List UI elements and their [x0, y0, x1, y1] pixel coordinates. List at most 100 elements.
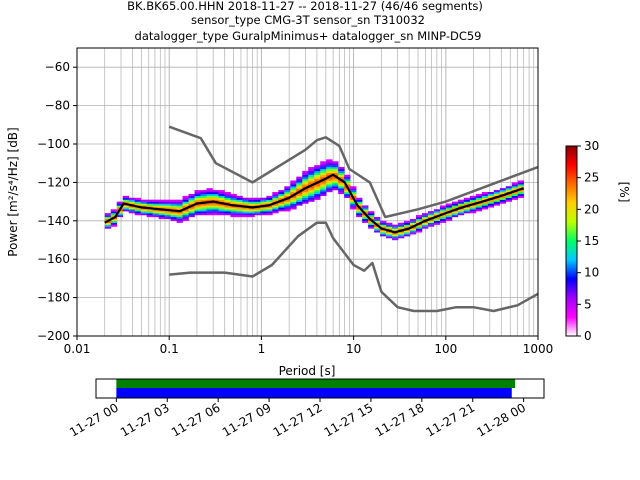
heatmap-cell	[505, 190, 513, 193]
heatmap-cell	[362, 205, 369, 208]
heatmap-cell	[278, 192, 285, 195]
heatmap-cell	[505, 195, 513, 198]
heatmap-cell	[344, 178, 351, 181]
heatmap-cell	[338, 188, 345, 191]
heatmap-cell	[224, 199, 231, 202]
heatmap-cell	[332, 161, 339, 164]
heatmap-cell	[338, 176, 345, 179]
heatmap-cell	[134, 201, 141, 204]
heatmap-cell	[320, 167, 327, 170]
heatmap-cell	[104, 226, 112, 229]
coverage-bar-green	[116, 379, 516, 388]
heatmap-cell	[122, 197, 129, 200]
heatmap-cell	[344, 176, 351, 179]
heatmap-cell	[242, 209, 249, 212]
heatmap-cell	[272, 192, 279, 195]
heatmap-cell	[392, 236, 399, 239]
heatmap-cell	[368, 213, 375, 216]
heatmap-cell	[134, 207, 141, 210]
heatmap-cell	[511, 192, 519, 195]
heatmap-cell	[427, 220, 435, 223]
heatmap-cell	[200, 209, 207, 212]
chart-title: BK.BK65.00.HHN 2018-11-27 -- 2018-11-27 …	[127, 0, 483, 43]
heatmap-cell	[206, 188, 213, 191]
heatmap-cell	[194, 199, 201, 202]
heatmap-cell	[278, 209, 285, 212]
heatmap-cell	[296, 178, 303, 181]
heatmap-cell	[194, 211, 201, 214]
heatmap-cell	[326, 161, 333, 164]
heatmap-cell	[392, 228, 399, 231]
heatmap-cell	[392, 232, 399, 235]
heatmap-cell	[254, 207, 261, 210]
heatmap-cell	[404, 230, 411, 233]
heatmap-cell	[278, 203, 285, 206]
heatmap-cell	[362, 218, 369, 221]
heatmap-cell	[493, 193, 501, 197]
heatmap-cell	[290, 188, 297, 191]
x-axis-ticks: 0.01 0.1 1 10 100 1000	[64, 336, 554, 356]
heatmap-cell	[164, 205, 171, 208]
heatmap-cell	[152, 203, 159, 206]
x-tick-label: 1000	[523, 342, 554, 356]
heatmap-cell	[104, 222, 112, 225]
heatmap-cell	[493, 199, 501, 202]
heatmap-cell	[254, 213, 261, 216]
heatmap-cell	[469, 205, 477, 208]
heatmap-cell	[206, 211, 213, 214]
heatmap-cell	[128, 197, 135, 200]
heatmap-cell	[296, 180, 303, 183]
heatmap-cell	[308, 188, 315, 191]
heatmap-cell	[212, 197, 219, 200]
heatmap-cell	[272, 207, 279, 210]
heatmap-cell	[236, 197, 243, 200]
heatmap-cell	[242, 213, 249, 216]
heatmap-cell	[104, 213, 112, 216]
heatmap-cell	[386, 222, 393, 225]
heatmap-cell	[260, 201, 267, 204]
heatmap-cell	[224, 201, 231, 204]
heatmap-cell	[445, 218, 453, 221]
heatmap-cell	[230, 215, 237, 218]
heatmap-cell	[272, 193, 279, 197]
heatmap-cell	[368, 224, 375, 227]
nlnm-line	[169, 221, 538, 313]
heatmap-cell	[433, 211, 441, 214]
heatmap-cell	[110, 222, 118, 225]
heatmap-cell	[517, 195, 525, 198]
heatmap-cell	[290, 201, 297, 204]
heatmap-cell	[398, 236, 405, 239]
heatmap-cell	[320, 168, 327, 172]
heatmap-cell	[134, 203, 141, 206]
heatmap-cell	[146, 215, 153, 218]
heatmap-cell	[445, 203, 453, 206]
heatmap-cell	[409, 228, 417, 231]
heatmap-cell	[368, 215, 375, 218]
heatmap-cell	[206, 193, 213, 197]
heatmap-cell	[284, 186, 291, 189]
heatmap-cell	[230, 199, 237, 202]
heatmap-cell	[230, 209, 237, 212]
heatmap-cell	[356, 211, 363, 214]
heatmap-cell	[212, 190, 219, 193]
heatmap-cell	[302, 195, 309, 198]
heatmap-cell	[272, 211, 279, 214]
heatmap-cell	[230, 193, 237, 197]
heatmap-cell	[128, 199, 135, 202]
heatmap-cell	[302, 176, 309, 179]
heatmap-cell	[104, 215, 112, 218]
heatmap-cell	[338, 184, 345, 187]
y-tick-label: −80	[45, 99, 70, 113]
heatmap-cell	[188, 209, 195, 212]
heatmap-cell	[475, 195, 483, 198]
heatmap-cell	[230, 197, 237, 200]
heatmap-cell	[481, 205, 489, 208]
heatmap-cell	[362, 220, 369, 223]
heatmap-cell	[134, 211, 141, 214]
heatmap-cell	[445, 205, 453, 208]
heatmap-cell	[152, 209, 159, 212]
heatmap-cell	[218, 199, 225, 202]
heatmap-cell	[344, 182, 351, 185]
heatmap-cell	[266, 199, 273, 202]
heatmap-cell	[164, 213, 171, 216]
